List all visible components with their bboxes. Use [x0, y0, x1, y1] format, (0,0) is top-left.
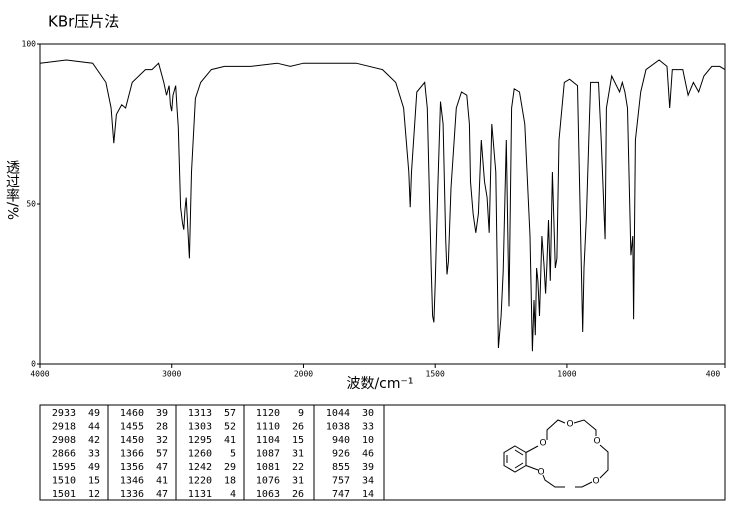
peak-transmittance: 12 [88, 489, 100, 500]
structure-bonds [503, 419, 609, 488]
y-tick-label: 100 [22, 40, 37, 49]
peak-wavenumber: 2866 [52, 449, 76, 460]
peak-transmittance: 39 [156, 408, 168, 419]
peak-transmittance: 5 [230, 449, 236, 460]
peak-transmittance: 46 [362, 449, 374, 460]
peak-transmittance: 22 [292, 462, 304, 473]
peak-transmittance: 28 [156, 422, 168, 433]
peak-wavenumber: 1336 [120, 489, 144, 500]
peak-wavenumber: 1366 [120, 449, 144, 460]
peak-transmittance: 9 [298, 408, 304, 419]
peak-wavenumber: 1081 [256, 462, 280, 473]
x-tick-label: 4000 [30, 370, 49, 379]
spectrum-line [39, 59, 726, 352]
atom-label: O [566, 420, 573, 430]
peak-transmittance: 10 [362, 435, 374, 446]
x-tick-label: 1000 [557, 370, 576, 379]
y-tick-label: 0 [31, 360, 36, 369]
peak-transmittance: 57 [224, 408, 236, 419]
peak-wavenumber: 1131 [188, 489, 212, 500]
peak-wavenumber: 855 [332, 462, 350, 473]
peak-wavenumber: 926 [332, 449, 350, 460]
peak-wavenumber: 1260 [188, 449, 212, 460]
peak-transmittance: 41 [156, 476, 168, 487]
x-axis-label: 波数/cm⁻¹ [346, 376, 413, 392]
peak-wavenumber: 1044 [326, 408, 350, 419]
peak-transmittance: 18 [224, 476, 236, 487]
peak-transmittance: 29 [224, 462, 236, 473]
x-tick-label: 3000 [162, 370, 181, 379]
peak-transmittance: 49 [88, 462, 100, 473]
peak-transmittance: 14 [362, 489, 374, 500]
table-dividers [107, 405, 385, 500]
atom-label: O [593, 437, 600, 447]
plot-frame [39, 43, 726, 365]
peak-wavenumber: 2908 [52, 435, 76, 446]
chart-title: KBr压片法 [48, 13, 119, 31]
peak-wavenumber: 1220 [188, 476, 212, 487]
peak-wavenumber: 757 [332, 476, 350, 487]
peak-wavenumber: 1120 [256, 408, 280, 419]
peak-transmittance: 41 [224, 435, 236, 446]
peak-wavenumber: 1242 [188, 462, 212, 473]
peak-transmittance: 31 [292, 476, 304, 487]
table-frame [39, 404, 726, 501]
peak-transmittance: 26 [292, 422, 304, 433]
peak-transmittance: 15 [292, 435, 304, 446]
peak-wavenumber: 1110 [256, 422, 280, 433]
atom-label: O [592, 477, 599, 487]
peak-wavenumber: 1063 [256, 489, 280, 500]
peak-wavenumber: 1460 [120, 408, 144, 419]
peak-wavenumber: 1510 [52, 476, 76, 487]
peak-transmittance: 44 [88, 422, 100, 433]
peak-wavenumber: 1356 [120, 462, 144, 473]
peak-transmittance: 34 [362, 476, 374, 487]
x-tick-label: 2000 [294, 370, 313, 379]
peak-wavenumber: 1313 [188, 408, 212, 419]
peak-transmittance: 32 [156, 435, 168, 446]
peak-wavenumber: 1104 [256, 435, 280, 446]
x-tick-label: 1500 [426, 370, 445, 379]
peak-wavenumber: 1455 [120, 422, 144, 433]
peak-transmittance: 52 [224, 422, 236, 433]
peak-transmittance: 39 [362, 462, 374, 473]
peak-transmittance: 33 [88, 449, 100, 460]
peak-wavenumber: 1038 [326, 422, 350, 433]
peak-wavenumber: 940 [332, 435, 350, 446]
peak-transmittance: 30 [362, 408, 374, 419]
peak-wavenumber: 1450 [120, 435, 144, 446]
peak-transmittance: 4 [230, 489, 236, 500]
peak-transmittance: 15 [88, 476, 100, 487]
peak-wavenumber: 1346 [120, 476, 144, 487]
peak-wavenumber: 1295 [188, 435, 212, 446]
peak-transmittance: 26 [292, 489, 304, 500]
y-axis-label: 透过率/% [4, 160, 20, 220]
peak-wavenumber: 1303 [188, 422, 212, 433]
peak-transmittance: 49 [88, 408, 100, 419]
peak-transmittance: 57 [156, 449, 168, 460]
peak-transmittance: 47 [156, 462, 168, 473]
y-tick-label: 50 [26, 200, 36, 209]
peak-wavenumber: 747 [332, 489, 350, 500]
peak-wavenumber: 1501 [52, 489, 76, 500]
peak-transmittance: 47 [156, 489, 168, 500]
peak-wavenumber: 1076 [256, 476, 280, 487]
atom-label: O [539, 439, 546, 449]
atom-label: O [537, 468, 544, 478]
peak-wavenumber: 2933 [52, 408, 76, 419]
peak-transmittance: 31 [292, 449, 304, 460]
peak-wavenumber: 2918 [52, 422, 76, 433]
x-tick-label: 400 [706, 370, 721, 379]
peak-wavenumber: 1087 [256, 449, 280, 460]
peak-wavenumber: 1595 [52, 462, 76, 473]
peak-transmittance: 42 [88, 435, 100, 446]
peak-transmittance: 33 [362, 422, 374, 433]
